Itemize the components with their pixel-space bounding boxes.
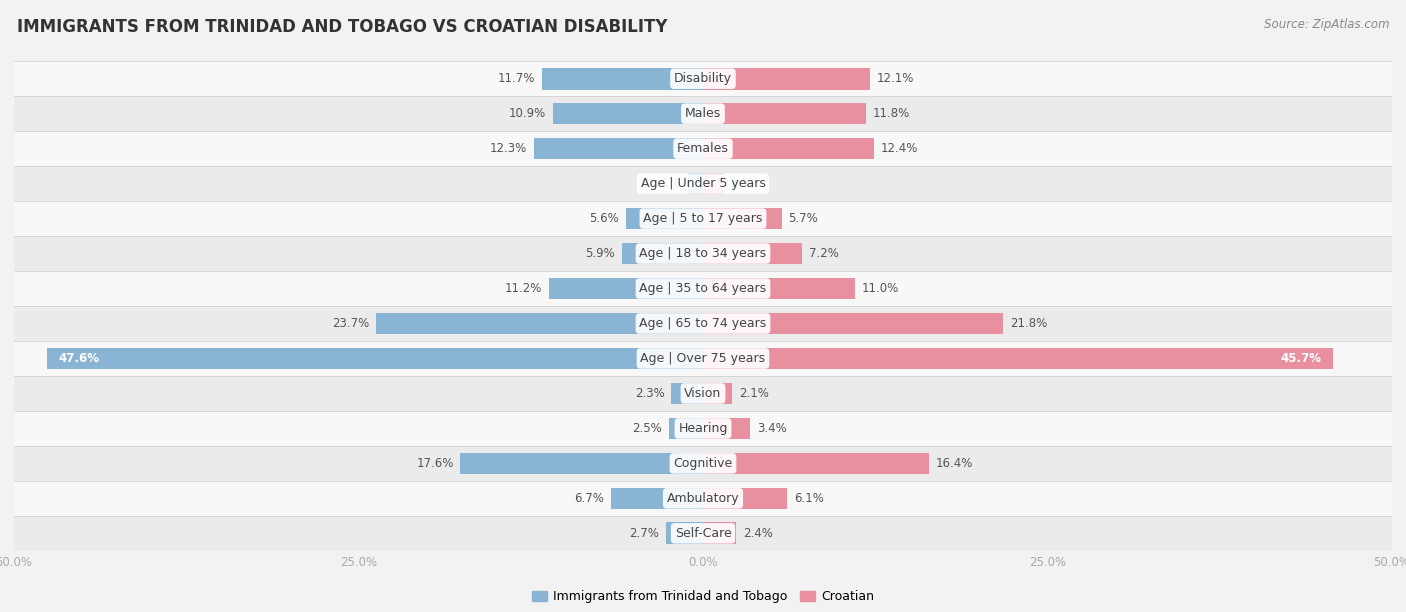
Text: Cognitive: Cognitive (673, 457, 733, 470)
Bar (377, 313, 703, 334)
Text: 23.7%: 23.7% (332, 317, 370, 330)
Bar (14, 411, 1392, 446)
Bar (14, 481, 1392, 516)
Text: 2.5%: 2.5% (631, 422, 662, 435)
Bar (14, 341, 1392, 376)
Bar (666, 523, 703, 544)
Text: Disability: Disability (673, 72, 733, 85)
Bar (548, 278, 703, 299)
Text: Hearing: Hearing (678, 422, 728, 435)
Text: 6.1%: 6.1% (794, 492, 824, 505)
Text: Age | 35 to 64 years: Age | 35 to 64 years (640, 282, 766, 295)
Text: 11.8%: 11.8% (873, 107, 910, 120)
Bar (14, 306, 1392, 341)
Bar (703, 207, 782, 230)
Bar (14, 376, 1392, 411)
Text: 5.9%: 5.9% (585, 247, 614, 260)
Text: 2.7%: 2.7% (628, 527, 659, 540)
Bar (14, 271, 1392, 306)
Bar (541, 68, 703, 89)
Bar (671, 382, 703, 405)
Text: 11.7%: 11.7% (498, 72, 534, 85)
Text: 5.6%: 5.6% (589, 212, 619, 225)
Bar (703, 382, 733, 405)
Bar (14, 61, 1392, 96)
Bar (533, 138, 703, 160)
Text: Males: Males (685, 107, 721, 120)
Bar (703, 138, 875, 160)
Bar (703, 488, 787, 509)
Text: 2.4%: 2.4% (742, 527, 773, 540)
Bar (703, 348, 1333, 369)
Bar (553, 103, 703, 124)
Text: 45.7%: 45.7% (1281, 352, 1322, 365)
Text: Age | 5 to 17 years: Age | 5 to 17 years (644, 212, 762, 225)
Bar (703, 68, 870, 89)
Bar (610, 488, 703, 509)
Bar (14, 516, 1392, 551)
Text: Age | 18 to 34 years: Age | 18 to 34 years (640, 247, 766, 260)
Text: 1.5%: 1.5% (731, 177, 761, 190)
Legend: Immigrants from Trinidad and Tobago, Croatian: Immigrants from Trinidad and Tobago, Cro… (527, 585, 879, 608)
Text: 12.1%: 12.1% (876, 72, 914, 85)
Text: 47.6%: 47.6% (58, 352, 100, 365)
Bar (669, 417, 703, 439)
Bar (14, 236, 1392, 271)
Bar (14, 96, 1392, 131)
Text: Ambulatory: Ambulatory (666, 492, 740, 505)
Text: 2.3%: 2.3% (634, 387, 665, 400)
Bar (626, 207, 703, 230)
Text: Source: ZipAtlas.com: Source: ZipAtlas.com (1264, 18, 1389, 31)
Text: 6.7%: 6.7% (574, 492, 603, 505)
Bar (621, 243, 703, 264)
Bar (48, 348, 703, 369)
Text: Self-Care: Self-Care (675, 527, 731, 540)
Bar (703, 173, 724, 195)
Text: 16.4%: 16.4% (936, 457, 973, 470)
Text: 1.1%: 1.1% (651, 177, 681, 190)
Bar (14, 166, 1392, 201)
Text: 3.4%: 3.4% (756, 422, 786, 435)
Text: Age | 65 to 74 years: Age | 65 to 74 years (640, 317, 766, 330)
Bar (703, 523, 737, 544)
Bar (461, 452, 703, 474)
Bar (14, 201, 1392, 236)
Text: 10.9%: 10.9% (509, 107, 546, 120)
Bar (703, 278, 855, 299)
Text: IMMIGRANTS FROM TRINIDAD AND TOBAGO VS CROATIAN DISABILITY: IMMIGRANTS FROM TRINIDAD AND TOBAGO VS C… (17, 18, 668, 36)
Text: 12.3%: 12.3% (489, 142, 527, 155)
Bar (703, 417, 749, 439)
Bar (703, 452, 929, 474)
Text: Vision: Vision (685, 387, 721, 400)
Bar (703, 103, 866, 124)
Bar (14, 446, 1392, 481)
Text: 11.2%: 11.2% (505, 282, 541, 295)
Text: 12.4%: 12.4% (880, 142, 918, 155)
Text: 5.7%: 5.7% (789, 212, 818, 225)
Text: Females: Females (678, 142, 728, 155)
Bar (703, 243, 803, 264)
Bar (14, 131, 1392, 166)
Text: 2.1%: 2.1% (738, 387, 769, 400)
Bar (703, 313, 1004, 334)
Text: Age | Under 5 years: Age | Under 5 years (641, 177, 765, 190)
Text: 17.6%: 17.6% (416, 457, 454, 470)
Bar (688, 173, 703, 195)
Text: 7.2%: 7.2% (808, 247, 839, 260)
Text: Age | Over 75 years: Age | Over 75 years (641, 352, 765, 365)
Text: 11.0%: 11.0% (862, 282, 898, 295)
Text: 21.8%: 21.8% (1011, 317, 1047, 330)
